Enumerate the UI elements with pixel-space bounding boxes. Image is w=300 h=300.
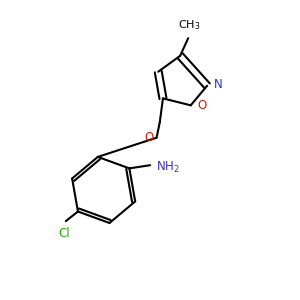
Text: NH$_2$: NH$_2$ xyxy=(156,160,180,175)
Text: CH$_3$: CH$_3$ xyxy=(178,19,201,32)
Text: O: O xyxy=(197,100,206,112)
Text: Cl: Cl xyxy=(58,227,70,240)
Text: N: N xyxy=(214,78,223,91)
Text: O: O xyxy=(144,131,154,144)
